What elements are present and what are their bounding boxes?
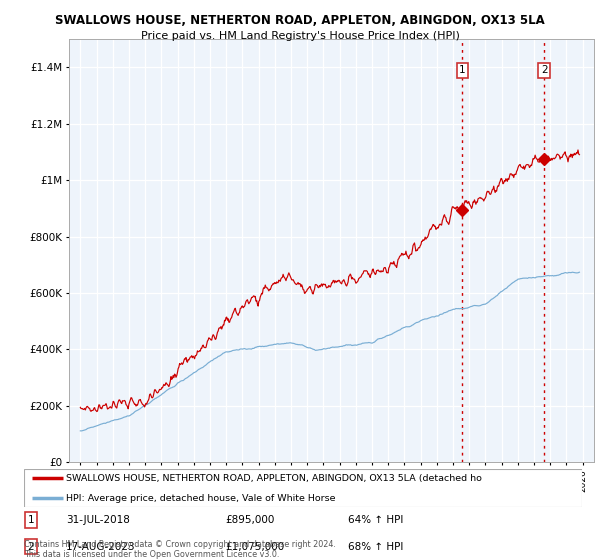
Text: 31-JUL-2018: 31-JUL-2018 bbox=[66, 515, 130, 525]
Text: 68% ↑ HPI: 68% ↑ HPI bbox=[347, 542, 403, 552]
Text: 1: 1 bbox=[28, 515, 34, 525]
Text: 2: 2 bbox=[28, 542, 34, 552]
Text: Price paid vs. HM Land Registry's House Price Index (HPI): Price paid vs. HM Land Registry's House … bbox=[140, 31, 460, 41]
Text: HPI: Average price, detached house, Vale of White Horse: HPI: Average price, detached house, Vale… bbox=[66, 494, 335, 503]
Text: 64% ↑ HPI: 64% ↑ HPI bbox=[347, 515, 403, 525]
Text: Contains HM Land Registry data © Crown copyright and database right 2024.
This d: Contains HM Land Registry data © Crown c… bbox=[24, 540, 336, 559]
Text: 2: 2 bbox=[541, 65, 548, 75]
Text: 1: 1 bbox=[459, 65, 466, 75]
Text: £895,000: £895,000 bbox=[225, 515, 274, 525]
Text: 17-AUG-2023: 17-AUG-2023 bbox=[66, 542, 136, 552]
Text: SWALLOWS HOUSE, NETHERTON ROAD, APPLETON, ABINGDON, OX13 5LA: SWALLOWS HOUSE, NETHERTON ROAD, APPLETON… bbox=[55, 14, 545, 27]
Text: SWALLOWS HOUSE, NETHERTON ROAD, APPLETON, ABINGDON, OX13 5LA (detached ho: SWALLOWS HOUSE, NETHERTON ROAD, APPLETON… bbox=[66, 474, 482, 483]
Text: £1,075,000: £1,075,000 bbox=[225, 542, 284, 552]
